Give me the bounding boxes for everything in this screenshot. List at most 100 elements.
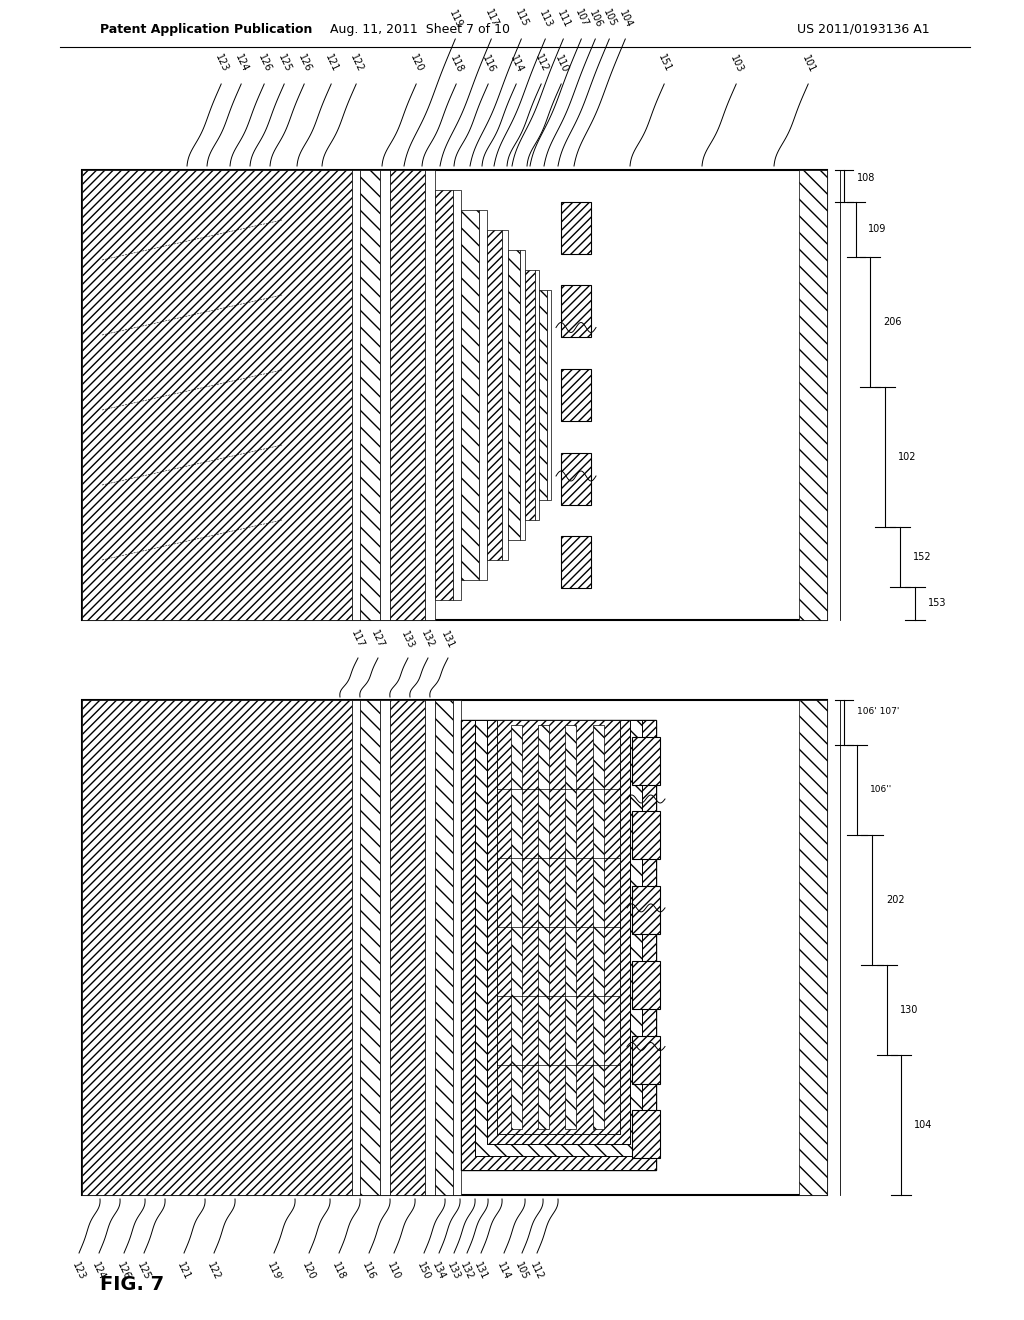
Text: 131: 131 — [439, 630, 457, 649]
Bar — [561, 453, 591, 504]
Bar — [435, 190, 453, 601]
Bar — [561, 202, 591, 253]
Text: 110: 110 — [553, 53, 569, 74]
Text: 132: 132 — [420, 630, 436, 649]
Text: 106' 107': 106' 107' — [857, 708, 899, 717]
Text: 122: 122 — [348, 53, 365, 74]
Text: 101: 101 — [800, 53, 816, 74]
Bar — [390, 170, 425, 620]
Bar — [525, 271, 535, 520]
Text: 112: 112 — [528, 1261, 546, 1282]
Text: 114: 114 — [508, 53, 524, 74]
Bar — [593, 725, 603, 1129]
Bar — [453, 700, 461, 1195]
Bar — [632, 886, 660, 935]
Bar — [632, 961, 660, 1008]
Text: 121: 121 — [323, 53, 340, 74]
Bar — [561, 536, 591, 589]
Text: 106: 106 — [587, 8, 604, 29]
Text: 132: 132 — [459, 1261, 475, 1282]
Bar — [82, 700, 352, 1195]
Bar — [502, 230, 508, 560]
Text: 133: 133 — [445, 1261, 463, 1282]
Text: 126: 126 — [296, 53, 312, 74]
Text: 124: 124 — [90, 1261, 108, 1282]
Bar — [632, 1036, 660, 1084]
Bar — [511, 725, 521, 1129]
Bar — [425, 170, 435, 620]
Bar — [632, 1110, 660, 1158]
Text: 118: 118 — [331, 1261, 347, 1282]
Text: 109: 109 — [868, 224, 887, 234]
Text: 121: 121 — [175, 1261, 193, 1282]
Bar — [632, 737, 660, 784]
Text: 107: 107 — [572, 8, 590, 29]
Text: 133: 133 — [399, 630, 417, 649]
Text: 152: 152 — [913, 552, 932, 562]
Text: 120: 120 — [301, 1261, 317, 1282]
Bar — [538, 725, 549, 1129]
Bar — [561, 370, 591, 421]
Text: 123: 123 — [213, 53, 229, 74]
Text: 124: 124 — [232, 53, 250, 74]
Bar — [561, 285, 591, 338]
Text: 116: 116 — [360, 1261, 378, 1282]
Text: 116: 116 — [480, 53, 497, 74]
Text: 102: 102 — [898, 451, 916, 462]
Bar — [508, 249, 520, 540]
Bar — [547, 290, 551, 500]
Text: 113: 113 — [537, 8, 554, 29]
Text: 108: 108 — [857, 173, 876, 183]
Bar — [799, 700, 827, 1195]
Text: 119': 119' — [265, 1261, 283, 1284]
Bar — [632, 812, 660, 859]
Bar — [82, 170, 827, 620]
Text: 125: 125 — [275, 53, 293, 74]
Text: 151: 151 — [655, 53, 673, 74]
Bar — [352, 700, 360, 1195]
Text: Aug. 11, 2011  Sheet 7 of 10: Aug. 11, 2011 Sheet 7 of 10 — [330, 22, 510, 36]
Text: 111: 111 — [555, 8, 571, 29]
Text: FIG. 7: FIG. 7 — [100, 1275, 164, 1295]
Bar — [82, 700, 827, 1195]
Text: 119: 119 — [446, 8, 464, 29]
Bar — [497, 719, 620, 1134]
Bar — [461, 719, 656, 1170]
Bar — [539, 290, 547, 500]
Text: US 2011/0193136 A1: US 2011/0193136 A1 — [798, 22, 930, 36]
Bar — [520, 249, 525, 540]
Bar — [487, 719, 630, 1144]
Text: 150: 150 — [416, 1261, 432, 1282]
Text: 104: 104 — [616, 8, 634, 29]
Text: 117: 117 — [483, 8, 500, 29]
Text: 106'': 106'' — [870, 785, 892, 795]
Text: 123: 123 — [71, 1261, 87, 1282]
Text: 110: 110 — [386, 1261, 402, 1282]
Bar — [380, 170, 390, 620]
Bar — [461, 210, 479, 579]
Bar — [82, 170, 352, 620]
Text: 206: 206 — [883, 317, 901, 327]
Text: 134: 134 — [430, 1261, 447, 1282]
Bar — [487, 230, 502, 560]
Bar — [475, 719, 642, 1156]
Bar — [565, 725, 577, 1129]
Text: 115: 115 — [513, 8, 529, 29]
Text: 105: 105 — [514, 1261, 530, 1282]
Bar — [453, 190, 461, 601]
Text: 120: 120 — [408, 53, 425, 74]
Bar — [535, 271, 539, 520]
Bar — [497, 719, 620, 1134]
Bar — [475, 719, 642, 1156]
Bar — [461, 719, 656, 1170]
Bar — [435, 700, 453, 1195]
Text: 153: 153 — [928, 598, 946, 609]
Bar — [380, 700, 390, 1195]
Text: 114: 114 — [496, 1261, 512, 1282]
Text: 125: 125 — [135, 1261, 153, 1282]
Text: 131: 131 — [473, 1261, 489, 1282]
Text: 126: 126 — [116, 1261, 132, 1282]
Text: 103: 103 — [728, 53, 744, 74]
Text: 202: 202 — [886, 895, 904, 906]
Text: 130: 130 — [900, 1005, 919, 1015]
